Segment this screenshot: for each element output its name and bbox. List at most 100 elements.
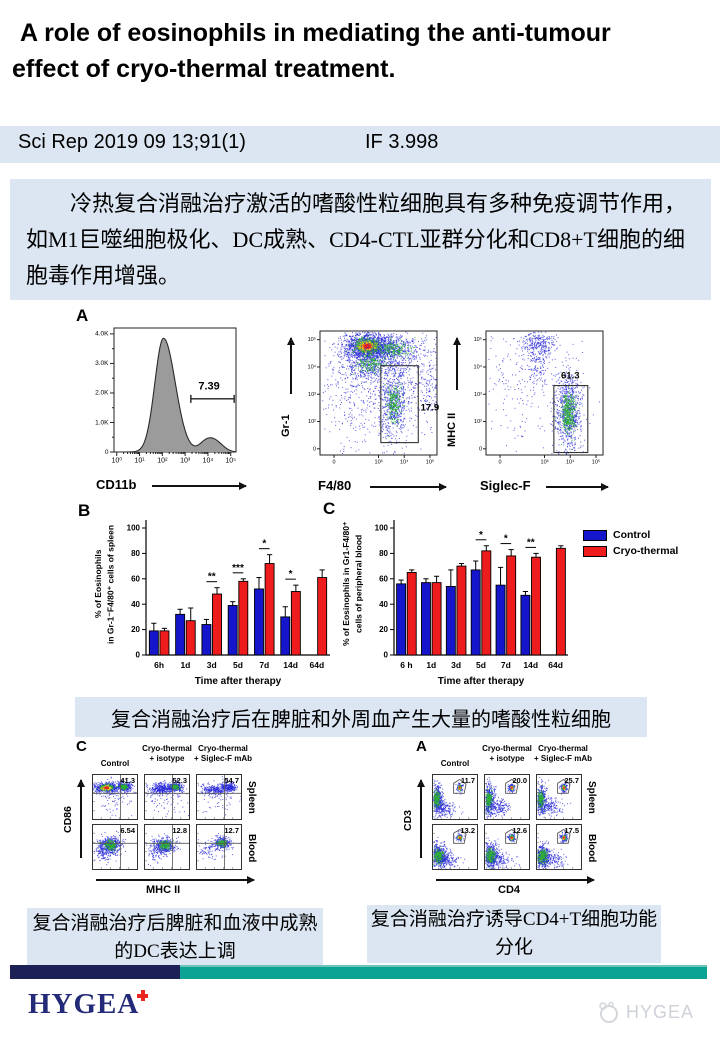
panel-c-ylabel: % of Eosinophils in Gr1-F4/80⁺ cells of … [340, 514, 366, 654]
cd86-mhc2-canvas-r1c2 [196, 824, 242, 870]
cd3-cd4-plot-r1c1: 12.6 [484, 824, 530, 870]
fr-row-blood-label: Blood [586, 833, 597, 863]
svg-text:**: ** [527, 537, 535, 548]
fl-col3-header: Cryo-thermal + Siglec-F mAb [184, 744, 262, 764]
svg-text:*: * [479, 530, 483, 541]
svg-text:1d: 1d [426, 660, 436, 670]
fr-col3-header: Cryo-thermal + Siglec-F mAb [524, 744, 602, 764]
journal-citation: Sci Rep 2019 09 13;91(1) [18, 131, 246, 153]
fl-row-blood-label: Blood [246, 833, 257, 863]
gate-value: 12.7 [224, 826, 239, 835]
siglecf-axis-arrow-icon [546, 482, 609, 491]
cd4-bottom-axis-arrow-icon [436, 875, 595, 884]
cd3-cd4-plot-r0c2: 25.7 [536, 774, 582, 820]
red-cross-icon [137, 990, 149, 1001]
watermark-text: HYGEA [626, 1001, 695, 1022]
svg-text:60: 60 [379, 574, 388, 583]
svg-text:7d: 7d [259, 660, 269, 670]
gate-value: 11.7 [460, 776, 475, 785]
cd86-axis-arrow-icon [76, 779, 85, 858]
cd86-mhc2-canvas-r0c2 [196, 774, 242, 820]
mhc2-siglecf-scatter-canvas [466, 326, 608, 471]
cd3-cd4-plot-r0c0: 11.7 [432, 774, 478, 820]
cd11b-axis-label: CD11b [96, 477, 137, 492]
siglecf-axis-label: Siglec-F [480, 478, 531, 493]
panel-c-letter: C [323, 499, 336, 518]
svg-text:100: 100 [375, 524, 389, 533]
footer-bar-teal [180, 965, 707, 979]
mhc2-bottom-axis-label: MHC II [146, 884, 181, 896]
fl-col3-line2: + Siglec-F mAb [193, 754, 252, 763]
cd86-mhc2-canvas-r0c0 [92, 774, 138, 820]
impact-factor: IF 3.998 [365, 131, 439, 153]
svg-text:60: 60 [131, 574, 140, 583]
svg-text:80: 80 [379, 549, 388, 558]
fl-col2-line1: Cryo-thermal [142, 744, 192, 753]
svg-text:80: 80 [131, 549, 140, 558]
fr-col2-line2: + isotype [489, 754, 525, 763]
cd3-cd4-canvas-r0c1 [484, 774, 530, 820]
gate-value: 52.3 [172, 776, 187, 785]
cd3-cd4-plot-r0c1: 20.0 [484, 774, 530, 820]
gate-value: 17.5 [564, 826, 579, 835]
watermark-logo-icon [599, 1001, 618, 1023]
blood-eosinophil-bar-chart: 0 20 40 60 80 100 * * ** 6 h 1d 3d 5d 7d 14d 64d Time af… [366, 510, 571, 700]
fr-col2-line1: Cryo-thermal [482, 744, 532, 753]
paper-title: A role of eosinophils in mediating the a… [12, 16, 714, 87]
cd86-mhc2-plot-r1c1: 12.8 [144, 824, 190, 870]
svg-text:40: 40 [131, 600, 140, 609]
paper-title-line1: A role of eosinophils in mediating the a… [20, 19, 611, 47]
panel-cd4-letter: A [416, 738, 427, 755]
fr-col2-header: Cryo-thermal + isotype [472, 744, 542, 764]
f480-axis-label: F4/80 [318, 478, 352, 493]
svg-text:64d: 64d [310, 660, 325, 670]
spleen-eosinophil-bar-chart: 0 20 40 60 80 100 ** *** * * 6h 1d 3d 5d 7d 14d 64d Time … [118, 510, 333, 700]
fr-row-spleen-label: Spleen [586, 780, 597, 814]
watermark: HYGEA [596, 1000, 694, 1024]
cryo-swatch-icon [583, 545, 607, 557]
citation-bar [0, 126, 720, 163]
svg-text:20: 20 [379, 625, 388, 634]
gate-value: 54.7 [224, 776, 239, 785]
cd3-cd4-canvas-r1c0 [432, 824, 478, 870]
cd3-cd4-plot-r1c2: 17.5 [536, 824, 582, 870]
svg-text:*: * [262, 539, 266, 550]
svg-text:*: * [504, 534, 508, 545]
cd3-cd4-plot-r1c0: 13.2 [432, 824, 478, 870]
caption-cd4-differentiation: 复合消融治疗诱导CD4+T细胞功能分化 [367, 905, 661, 963]
svg-text:Time after therapy: Time after therapy [195, 676, 282, 687]
panel-b-ylabel: % of Eosinophils in Gr-1⁻F4/80⁺ cells of… [92, 514, 118, 654]
legend-cryo-label: Cryo-thermal [613, 545, 679, 557]
panel-c-ylabel-line1: % of Eosinophils in Gr1-F4/80⁺ [341, 521, 351, 647]
fl-col3-line1: Cryo-thermal [198, 744, 248, 753]
svg-text:5d: 5d [233, 660, 243, 670]
svg-text:***: *** [232, 563, 244, 574]
svg-text:3d: 3d [207, 660, 217, 670]
hygea-logo-text: HYGEA [28, 988, 140, 1020]
legend-item-cryo: Cryo-thermal [583, 545, 678, 557]
cd11b-histogram-canvas [84, 320, 244, 472]
gr1-axis-label: Gr-1 [280, 414, 292, 438]
cd3-cd4-canvas-r0c2 [536, 774, 582, 820]
svg-text:14d: 14d [283, 660, 298, 670]
gate-value: 41.3 [120, 776, 135, 785]
svg-text:*: * [289, 569, 293, 580]
legend-control-label: Control [613, 529, 651, 541]
svg-text:0: 0 [384, 651, 389, 660]
gate-value: 13.2 [460, 826, 475, 835]
panel-b-ylabel-line2: in Gr-1⁻F4/80⁺ cells of spleen [105, 524, 116, 644]
mhc2-axis-label: MHC II [446, 412, 458, 448]
caption-eosinophils: 复合消融治疗后在脾脏和外周血产生大量的嗜酸性粒细胞 [75, 697, 647, 737]
gate-value: 6.54 [120, 826, 135, 835]
cd86-mhc2-plot-r0c1: 52.3 [144, 774, 190, 820]
cd86-axis-label: CD86 [62, 806, 74, 834]
gr1-axis-arrow-icon [286, 337, 295, 394]
cd3-cd4-canvas-r0c0 [432, 774, 478, 820]
fr-col3-line1: Cryo-thermal [538, 744, 588, 753]
panel-b-ylabel-line1: % of Eosinophils [93, 549, 103, 619]
cd86-mhc2-plot-r0c0: 41.3 [92, 774, 138, 820]
cd86-mhc2-canvas-r0c1 [144, 774, 190, 820]
svg-text:0: 0 [136, 651, 141, 660]
